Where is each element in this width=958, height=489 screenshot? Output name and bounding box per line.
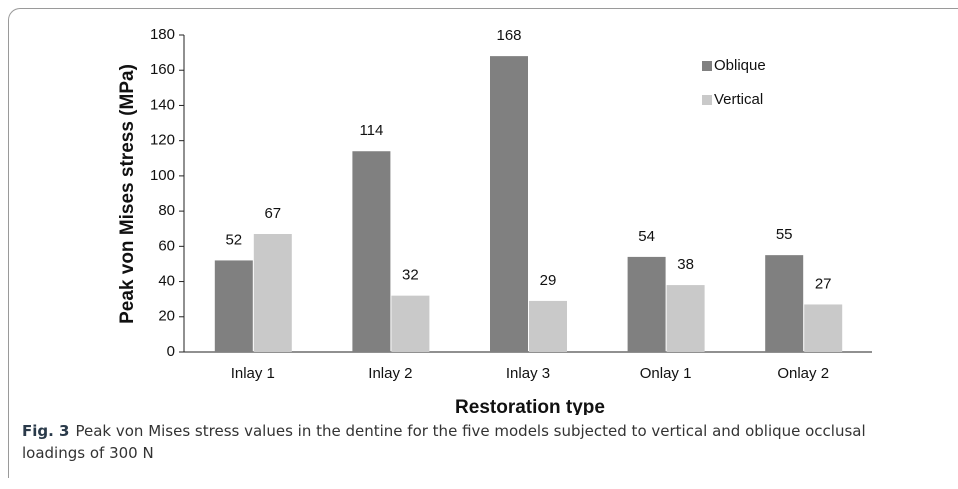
y-tick-label: 100 xyxy=(150,167,175,184)
bar xyxy=(666,285,705,352)
bar xyxy=(253,234,292,352)
caption-text: Peak von Mises stress values in the dent… xyxy=(22,422,866,462)
y-tick-label: 180 xyxy=(150,26,175,43)
y-axis-title: Peak von Mises stress (MPa) xyxy=(117,64,138,324)
data-label: 67 xyxy=(264,205,281,222)
data-label: 54 xyxy=(638,228,655,245)
bar xyxy=(765,255,804,352)
bar xyxy=(490,56,528,353)
y-tick-label: 0 xyxy=(167,343,175,360)
figure-frame xyxy=(8,8,958,478)
bar xyxy=(804,304,843,352)
data-label: 52 xyxy=(225,231,242,248)
data-label: 55 xyxy=(776,226,793,243)
chart: Peak von Mises stress (MPa) Restoration … xyxy=(117,26,872,415)
bar xyxy=(529,300,567,352)
data-label: 32 xyxy=(402,267,419,284)
legend-swatch xyxy=(702,95,712,105)
data-label: 38 xyxy=(677,256,694,273)
caption: Fig. 3 Peak von Mises stress values in th… xyxy=(22,420,922,464)
y-tick-label: 60 xyxy=(158,237,175,254)
data-label: 114 xyxy=(359,122,383,139)
y-tick-label: 80 xyxy=(158,202,175,219)
bar xyxy=(214,260,253,352)
x-tick-label: Inlay 2 xyxy=(368,365,412,382)
x-tick-label: Onlay 1 xyxy=(640,365,692,382)
data-label: 29 xyxy=(540,272,557,289)
y-tick-label: 140 xyxy=(150,96,175,113)
legend-swatch xyxy=(702,61,712,71)
legend-label: Oblique xyxy=(714,57,766,74)
data-label: 27 xyxy=(815,275,832,292)
y-tick-label: 160 xyxy=(150,61,175,78)
bar xyxy=(391,295,430,352)
x-tick-label: Onlay 2 xyxy=(777,365,829,382)
bar xyxy=(627,256,666,352)
caption-label: Fig. 3 xyxy=(22,422,70,440)
legend-label: Vertical xyxy=(714,91,763,108)
data-label: 168 xyxy=(496,27,521,44)
x-tick-label: Inlay 1 xyxy=(231,365,275,382)
bar xyxy=(352,151,391,352)
y-tick-label: 40 xyxy=(158,273,175,290)
y-tick-label: 120 xyxy=(150,132,175,149)
x-tick-label: Inlay 3 xyxy=(506,365,550,382)
y-tick-label: 20 xyxy=(158,308,175,325)
x-axis-title: Restoration type xyxy=(455,397,605,415)
